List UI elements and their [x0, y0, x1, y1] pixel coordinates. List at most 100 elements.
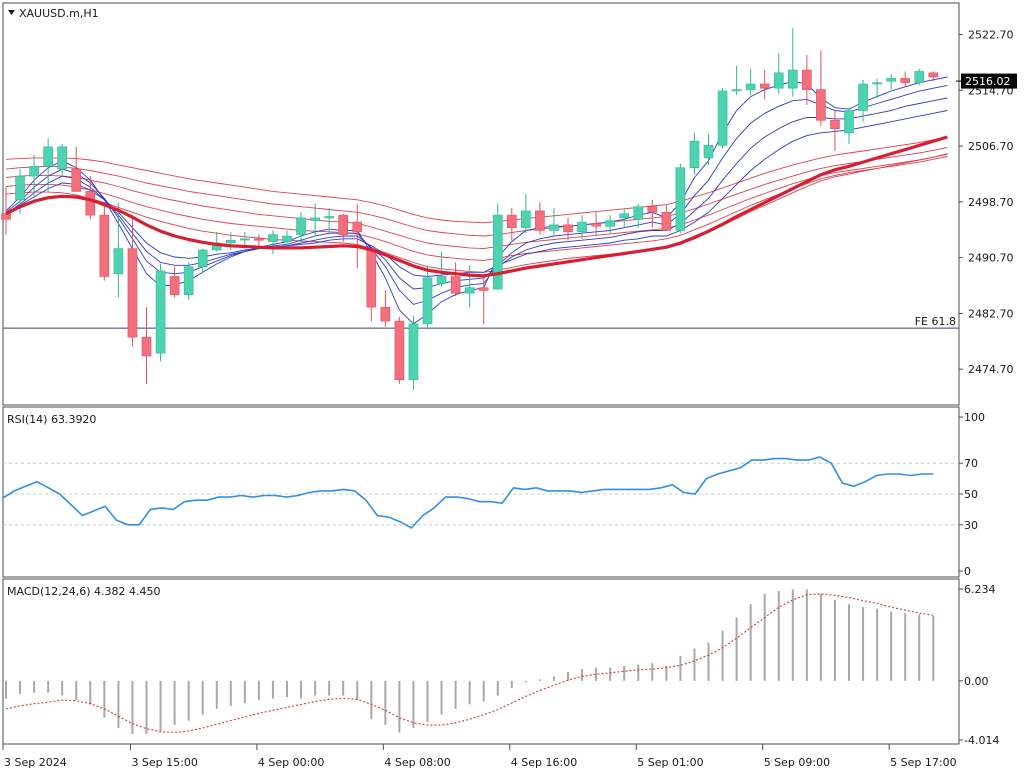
- price-tick-label: 2522.70: [968, 28, 1014, 41]
- bull-candle[interactable]: [197, 248, 208, 274]
- bear-candle[interactable]: [394, 316, 405, 384]
- bull-candle[interactable]: [675, 163, 686, 234]
- price-tick-label: 2506.70: [968, 140, 1014, 153]
- bear-candle[interactable]: [99, 203, 110, 281]
- candle-body: [113, 248, 124, 274]
- bear-candle[interactable]: [647, 199, 658, 228]
- macd-tick-label: 0.00: [964, 675, 989, 688]
- bear-candle[interactable]: [928, 71, 939, 82]
- time-tick-label: 3 Sep 2024: [4, 756, 67, 769]
- main-moving-average: [5, 135, 948, 278]
- candle-body: [830, 119, 840, 129]
- candle-body: [858, 83, 868, 111]
- bull-candle[interactable]: [436, 251, 447, 287]
- bull-candle[interactable]: [689, 132, 700, 175]
- candle-body: [914, 71, 925, 83]
- bull-candle[interactable]: [787, 28, 798, 97]
- candle-body: [324, 216, 334, 219]
- bull-candle[interactable]: [268, 230, 278, 255]
- bull-candle[interactable]: [844, 107, 854, 144]
- bull-candle[interactable]: [633, 203, 644, 228]
- bull-candle[interactable]: [29, 155, 39, 197]
- price-tick-label: 2490.70: [968, 252, 1014, 265]
- bull-candle[interactable]: [43, 138, 53, 192]
- candle-body: [563, 224, 573, 233]
- bear-candle[interactable]: [127, 215, 138, 347]
- bull-candle[interactable]: [113, 203, 124, 298]
- red-ma-line[interactable]: [5, 136, 948, 224]
- bear-candle[interactable]: [661, 205, 672, 231]
- bear-candle[interactable]: [830, 110, 840, 151]
- bull-candle[interactable]: [521, 194, 531, 234]
- bear-candle[interactable]: [450, 262, 461, 297]
- bull-candle[interactable]: [858, 79, 868, 122]
- bear-candle[interactable]: [71, 146, 82, 192]
- bull-candle[interactable]: [282, 230, 292, 249]
- candle-body: [380, 306, 391, 322]
- bull-candle[interactable]: [549, 208, 559, 235]
- bull-candle[interactable]: [492, 203, 503, 291]
- time-tick-label: 5 Sep 01:00: [637, 756, 703, 769]
- candle-body: [226, 239, 236, 244]
- bull-candle[interactable]: [57, 143, 68, 177]
- bull-candle[interactable]: [717, 88, 728, 149]
- bear-candle[interactable]: [478, 276, 489, 324]
- bull-candle[interactable]: [422, 265, 433, 330]
- bear-candle[interactable]: [169, 266, 180, 298]
- rsi-line[interactable]: [2, 456, 934, 529]
- bull-candle[interactable]: [773, 53, 784, 94]
- bear-candle[interactable]: [535, 202, 545, 235]
- bear-candle[interactable]: [591, 212, 601, 237]
- bull-candle[interactable]: [886, 74, 896, 90]
- candle-body: [450, 276, 461, 294]
- rsi-tick-label: 100: [964, 411, 985, 424]
- bull-candle[interactable]: [296, 212, 306, 245]
- bull-candle[interactable]: [731, 65, 742, 96]
- bull-candle[interactable]: [183, 262, 194, 301]
- red-moving-averages: [5, 136, 948, 273]
- bull-candle[interactable]: [914, 68, 925, 86]
- rsi-tick-label: 50: [964, 488, 978, 501]
- bull-candle[interactable]: [577, 215, 587, 239]
- dropdown-triangle-icon[interactable]: [8, 10, 15, 15]
- bull-candle[interactable]: [745, 68, 756, 96]
- blue-ma-line[interactable]: [5, 110, 948, 277]
- current-price-tag: 2516.02: [956, 73, 1017, 89]
- bull-candle[interactable]: [408, 315, 419, 390]
- bull-candle[interactable]: [310, 203, 320, 237]
- bear-candle[interactable]: [900, 71, 911, 87]
- macd-signal-line[interactable]: [5, 593, 934, 733]
- bear-candle[interactable]: [338, 213, 349, 242]
- main-red-ma-line[interactable]: [5, 135, 948, 278]
- bull-candle[interactable]: [464, 265, 475, 308]
- bear-candle[interactable]: [1, 187, 11, 235]
- candle-body: [802, 69, 812, 90]
- bear-candle[interactable]: [816, 50, 826, 126]
- bear-candle[interactable]: [759, 70, 770, 100]
- bull-candle[interactable]: [872, 78, 882, 98]
- symbol-title[interactable]: XAUUSD.m,H1: [8, 7, 99, 20]
- bear-candle[interactable]: [352, 203, 363, 269]
- candle-body: [310, 217, 320, 221]
- bear-candle[interactable]: [380, 290, 391, 327]
- rsi-tick-label: 70: [964, 457, 978, 470]
- blue-ma-line[interactable]: [5, 97, 948, 290]
- bear-candle[interactable]: [506, 208, 517, 241]
- bear-candle[interactable]: [563, 217, 573, 241]
- candle-body: [436, 276, 447, 284]
- bull-candle[interactable]: [703, 134, 714, 165]
- bear-candle[interactable]: [85, 176, 96, 220]
- candle-body: [85, 191, 96, 216]
- bull-candle[interactable]: [324, 208, 334, 235]
- candle-body: [1, 213, 11, 220]
- red-ma-line[interactable]: [5, 147, 948, 237]
- bull-candle[interactable]: [619, 208, 630, 228]
- candle-body: [492, 214, 503, 290]
- bear-candle[interactable]: [141, 307, 152, 384]
- red-ma-line[interactable]: [5, 153, 948, 250]
- bull-candle[interactable]: [605, 215, 615, 234]
- candle-body: [717, 90, 728, 146]
- bear-candle[interactable]: [802, 54, 812, 105]
- bull-candle[interactable]: [155, 263, 166, 362]
